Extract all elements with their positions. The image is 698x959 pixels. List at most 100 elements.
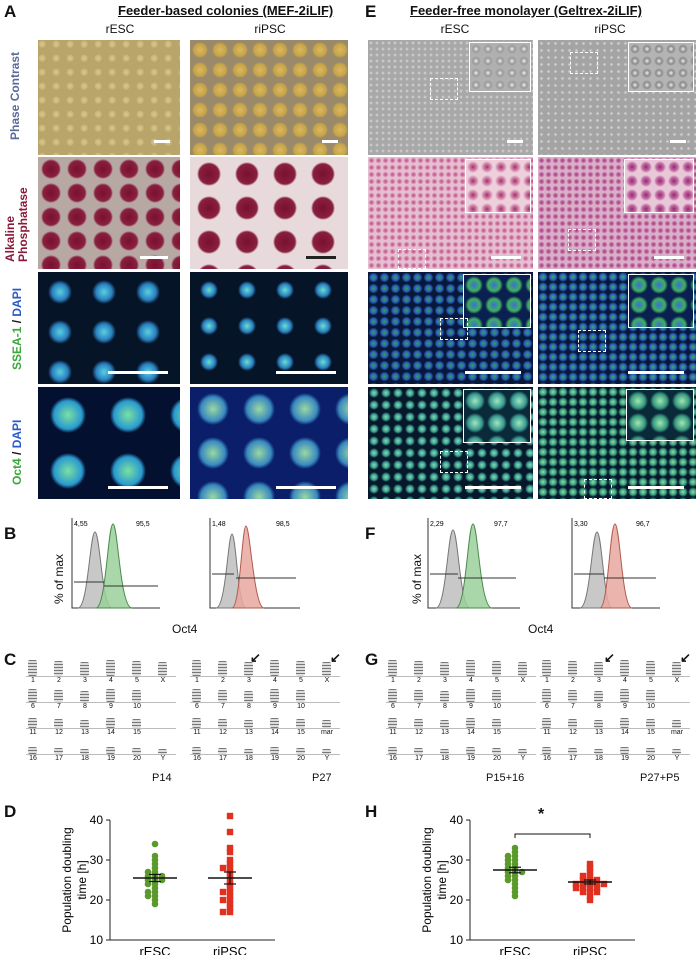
data-point — [579, 872, 587, 880]
flow-gate-neg-b1: 4,55 — [74, 521, 88, 528]
data-point — [511, 892, 519, 900]
chromosome-pair — [440, 662, 449, 676]
micrograph-a-oct4-ripsc — [190, 387, 348, 499]
chromosome-pair — [492, 690, 501, 702]
y-tick-label: 30 — [450, 853, 464, 867]
y-tick-label: 30 — [90, 853, 104, 867]
y-axis-label-line: Population doubling — [60, 827, 74, 932]
data-point — [151, 840, 159, 848]
data-point — [593, 884, 601, 892]
zoom-inset — [624, 159, 694, 213]
chromosome-label: 5 — [299, 677, 303, 684]
chromosome-pair — [388, 718, 397, 728]
panel-label-h: H — [365, 802, 378, 821]
chromosome-label: 10 — [297, 703, 305, 710]
ssea1-text: SSEA-1 — [10, 326, 24, 370]
chromosome-label: 5 — [135, 677, 139, 684]
panel-label-c: C — [4, 650, 17, 669]
y-axis-label-line: time [h] — [435, 860, 449, 899]
chromosome-pair — [54, 661, 63, 676]
karyotype-row-line — [190, 754, 340, 755]
chromosome-label: Y — [324, 755, 330, 762]
data-point — [219, 896, 227, 904]
chromosome-label: 12 — [55, 729, 63, 736]
y-tick-label: 20 — [450, 893, 464, 907]
micrograph-e-ap-ripsc — [538, 157, 696, 269]
karyotype-row-line — [386, 754, 536, 755]
zoom-region-box — [440, 451, 468, 473]
karyotype-row-line — [190, 728, 340, 729]
flow-histogram-b-resc: 4,55 95,5 — [71, 518, 160, 609]
chromosome-pair — [466, 747, 475, 754]
data-point — [572, 880, 580, 888]
chromosome-label: 6 — [545, 703, 549, 710]
data-point — [593, 876, 601, 884]
flow-gate-pos-b2: 98,5 — [276, 521, 290, 528]
chromosome-label: 14 — [271, 729, 279, 736]
chromosome-pair — [28, 689, 37, 702]
chromosome-label: 7 — [221, 703, 225, 710]
chromosome-label: 16 — [193, 755, 201, 762]
data-point — [226, 828, 234, 836]
chromosome-pair — [466, 689, 475, 702]
chromosome-pair — [54, 748, 63, 754]
zoom-inset — [469, 42, 531, 92]
data-point — [586, 896, 594, 904]
chromosome-pair — [568, 690, 577, 702]
chromosome-label: 13 — [81, 729, 89, 736]
chromosome-pair — [440, 691, 449, 702]
chromosome-pair — [518, 749, 527, 754]
data-point — [226, 848, 234, 856]
data-point — [586, 868, 594, 876]
chromosome-pair — [492, 661, 501, 676]
chromosome-label: 10 — [133, 703, 141, 710]
chromosome-pair — [414, 661, 423, 676]
chromosome-pair — [80, 749, 89, 754]
row-label-ssea1-dapi: SSEA-1 / DAPI — [10, 288, 24, 370]
flow-histogram-f-resc: 2,29 97,7 — [427, 518, 520, 609]
data-point — [579, 876, 587, 884]
zoom-inset — [628, 42, 694, 92]
chromosome-pair — [322, 749, 331, 754]
scale-bar — [140, 256, 168, 259]
passage-label-g1: P15+16 — [486, 772, 525, 784]
y-axis-label-line: time [h] — [75, 860, 89, 899]
chromosome-pair — [296, 719, 305, 728]
data-point — [504, 876, 512, 884]
chromosome-pair — [244, 720, 253, 728]
data-point — [593, 880, 601, 888]
micrograph-e-ssea-ripsc — [538, 272, 696, 384]
chromosome-label: 11 — [193, 729, 201, 736]
chromosome-pair — [620, 689, 629, 702]
chromosome-label: 19 — [621, 755, 629, 762]
chromosome-label: 11 — [29, 729, 37, 736]
chromosome-label: 17 — [415, 755, 423, 762]
chromosome-pair — [296, 690, 305, 702]
chromosome-pair — [106, 718, 115, 728]
chromosome-label: 15 — [133, 729, 141, 736]
micrograph-a-phase-ripsc — [190, 40, 348, 155]
chromosome-pair — [106, 660, 115, 676]
chromosome-label: Y — [160, 755, 166, 762]
chromosome-pair — [542, 660, 551, 676]
scale-bar — [276, 486, 336, 489]
karyogram-g-p27-p5: 1 2 3 4 5 X 6 7 8 9 10 11 12 13 14 15 mar 16 17 18 19 20 Y ↙ ↙ — [540, 650, 698, 768]
chromosome-label: 9 — [109, 703, 113, 710]
chromosome-label: 4 — [623, 677, 627, 684]
data-point — [226, 860, 234, 868]
chromosome-label: 4 — [469, 677, 473, 684]
chromosome-pair — [414, 690, 423, 702]
chromosome-label: 5 — [495, 677, 499, 684]
chromosome-pair — [28, 660, 37, 676]
oct4-separator: / — [10, 448, 24, 459]
panel-label-a: A — [4, 2, 17, 21]
micrograph-e-phase-resc — [368, 40, 533, 155]
zoom-region-box — [570, 52, 598, 74]
micrograph-a-ap-resc — [38, 157, 180, 269]
y-axis-label: Population doublingtime [h] — [60, 827, 89, 932]
chromosome-label: 3 — [597, 677, 601, 684]
zoom-region-box — [578, 330, 606, 352]
flow-gate-pos-b1: 95,5 — [136, 521, 150, 528]
chromosome-label: 7 — [417, 703, 421, 710]
